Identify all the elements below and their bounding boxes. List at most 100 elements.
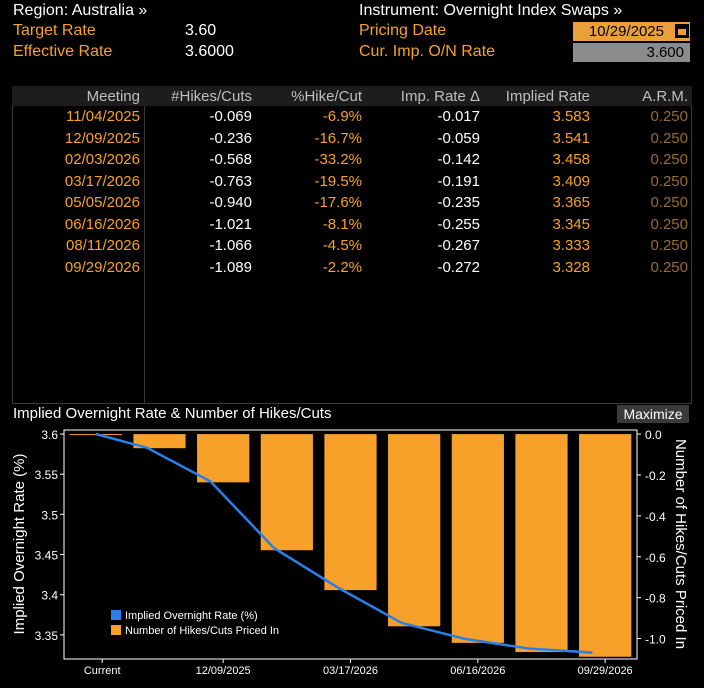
- col-header-arm[interactable]: A.R.M.: [594, 86, 692, 106]
- x-tick-label: 09/29/2026: [578, 665, 633, 677]
- col-header-hikes-cuts[interactable]: #Hikes/Cuts: [144, 86, 256, 106]
- hikes-cuts-value: -1.089: [209, 258, 252, 276]
- y2-tick-label: -0.8: [645, 592, 666, 606]
- bar: [133, 434, 186, 449]
- arm-value: 0.250: [650, 237, 688, 255]
- x-axis: Current 12/09/2025 03/17/2026 06/16/2026 09/…: [84, 659, 633, 677]
- calendar-icon[interactable]: [675, 24, 689, 38]
- y-tick-label: 3.4: [41, 589, 58, 603]
- x-tick-label: 06/16/2026: [450, 665, 505, 677]
- y2-tick-label: -1.0: [645, 633, 666, 647]
- col-header-meeting[interactable]: Meeting: [12, 86, 144, 106]
- implied-rate-value: 3.458: [552, 151, 590, 169]
- table-header-row: Meeting #Hikes/Cuts %Hike/Cut Imp. Rate …: [12, 86, 692, 106]
- pct-hike-cut-value: -6.9%: [322, 108, 362, 126]
- y-tick-label: 3.35: [35, 629, 59, 643]
- imp-rate-delta-value: -0.059: [437, 129, 480, 147]
- arm-value: 0.250: [650, 129, 688, 147]
- cur-rate-label: Cur. Imp. O/N Rate: [359, 43, 496, 60]
- hikes-cuts-value: -0.763: [209, 172, 252, 190]
- pct-hike-cut-value: -17.6%: [314, 194, 362, 212]
- table-row[interactable]: 12/09/2025 -0.236 -16.7% -0.059 3.541 0.…: [12, 128, 692, 150]
- y-tick-label: 3.5: [41, 508, 58, 522]
- implied-rate-value: 3.345: [552, 215, 590, 233]
- meeting-date: 03/17/2026: [64, 172, 140, 190]
- meeting-date: 02/03/2026: [64, 151, 140, 169]
- pricing-date-label: Pricing Date: [359, 22, 447, 39]
- hikes-cuts-value: -1.021: [209, 215, 252, 233]
- imp-rate-delta-value: -0.267: [437, 237, 480, 255]
- col-header-imp-rate-delta[interactable]: Imp. Rate Δ: [366, 86, 484, 106]
- meeting-date: 11/04/2025: [66, 108, 140, 126]
- arm-value: 0.250: [650, 258, 688, 276]
- right-axis-label: Number of Hikes/Cuts Priced In: [672, 439, 689, 649]
- arm-value: 0.250: [650, 108, 688, 126]
- bar-series: [69, 434, 632, 657]
- pct-hike-cut-value: -8.1%: [322, 215, 362, 233]
- instrument-selector[interactable]: Instrument: Overnight Index Swaps »: [359, 2, 623, 19]
- pct-hike-cut-value: -16.7%: [314, 129, 362, 147]
- imp-rate-delta-value: -0.191: [437, 172, 480, 190]
- imp-rate-delta-value: -0.255: [437, 215, 480, 233]
- bar: [579, 434, 632, 657]
- meeting-date: 05/05/2026: [64, 194, 140, 212]
- bar: [451, 434, 504, 643]
- hikes-cuts-value: -0.940: [209, 194, 252, 212]
- table-row[interactable]: 08/11/2026 -1.066 -4.5% -0.267 3.333 0.2…: [12, 235, 692, 257]
- table-row[interactable]: 09/29/2026 -1.089 -2.2% -0.272 3.328 0.2…: [12, 257, 692, 279]
- implied-rate-value: 3.541: [552, 129, 590, 147]
- target-rate-value: 3.60: [185, 22, 217, 39]
- implied-rate-value: 3.583: [552, 108, 590, 126]
- x-tick-label: 12/09/2025: [196, 665, 251, 677]
- col-header-implied-rate[interactable]: Implied Rate: [484, 86, 594, 106]
- y2-tick-label: 0.0: [645, 428, 662, 442]
- arm-value: 0.250: [650, 215, 688, 233]
- table-row[interactable]: 05/05/2026 -0.940 -17.6% -0.235 3.365 0.…: [12, 192, 692, 214]
- col-header-pct-hike-cut[interactable]: %Hike/Cut: [256, 86, 366, 106]
- pct-hike-cut-value: -2.2%: [322, 258, 362, 276]
- hikes-cuts-value: -1.066: [209, 237, 252, 255]
- table-row[interactable]: 06/16/2026 -1.021 -8.1% -0.255 3.345 0.2…: [12, 214, 692, 236]
- region-selector[interactable]: Region: Australia »: [13, 2, 148, 19]
- implied-rate-value: 3.333: [552, 237, 590, 255]
- arm-value: 0.250: [650, 194, 688, 212]
- implied-rate-value: 3.365: [552, 194, 590, 212]
- pct-hike-cut-value: -4.5%: [322, 237, 362, 255]
- effective-rate-value: 3.6000: [185, 43, 234, 60]
- hikes-cuts-value: -0.568: [209, 151, 252, 169]
- y-tick-label: 3.6: [41, 428, 58, 442]
- cur-rate-field[interactable]: 3.600: [573, 43, 690, 62]
- table-row[interactable]: 02/03/2026 -0.568 -33.2% -0.142 3.458 0.…: [12, 149, 692, 171]
- meeting-date: 08/11/2026: [66, 237, 140, 255]
- cur-rate-value: 3.600: [646, 44, 684, 61]
- table-row[interactable]: 11/04/2025 -0.069 -6.9% -0.017 3.583 0.2…: [12, 106, 692, 128]
- pricing-date-input[interactable]: 10/29/2025: [573, 22, 690, 41]
- bar: [515, 434, 568, 653]
- legend-swatch-hikes: [111, 625, 121, 635]
- imp-rate-delta-value: -0.017: [437, 108, 480, 126]
- chart-title: Implied Overnight Rate & Number of Hikes…: [13, 405, 332, 422]
- maximize-button[interactable]: Maximize: [617, 405, 689, 423]
- imp-rate-delta-value: -0.272: [437, 258, 480, 276]
- chart-legend: Implied Overnight Rate (%) Number of Hik…: [105, 606, 305, 640]
- implied-rate-line: [95, 432, 593, 654]
- meeting-date: 06/16/2026: [64, 215, 140, 233]
- x-tick-label: 03/17/2026: [323, 665, 378, 677]
- meeting-date: 09/29/2026: [64, 258, 140, 276]
- hikes-cuts-value: -0.069: [209, 108, 252, 126]
- pricing-date-value: 10/29/2025: [588, 23, 664, 40]
- table-row[interactable]: 03/17/2026 -0.763 -19.5% -0.191 3.409 0.…: [12, 171, 692, 193]
- left-y-axis: 3.6 3.55 3.5 3.45 3.4 3.35: [35, 428, 64, 643]
- imp-rate-delta-value: -0.142: [437, 151, 480, 169]
- left-axis-label: Implied Overnight Rate (%): [11, 454, 28, 635]
- effective-rate-label: Effective Rate: [13, 43, 113, 60]
- implied-rate-value: 3.409: [552, 172, 590, 190]
- pct-hike-cut-value: -33.2%: [314, 151, 362, 169]
- bar: [388, 434, 441, 627]
- target-rate-label: Target Rate: [13, 22, 96, 39]
- bar: [260, 434, 313, 551]
- bar: [197, 434, 250, 483]
- y-tick-label: 3.55: [35, 468, 59, 482]
- right-y-axis: 0.0 -0.2 -0.4 -0.6 -0.8 -1.0: [637, 428, 666, 647]
- y2-tick-label: -0.6: [645, 551, 666, 565]
